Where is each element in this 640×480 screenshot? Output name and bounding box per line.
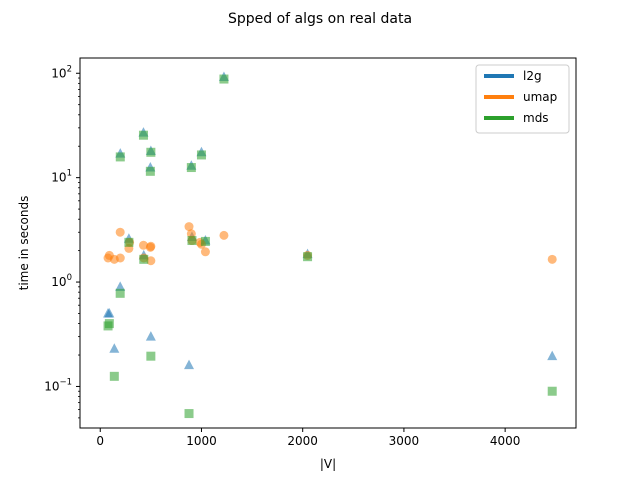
y-tick-label: 10−1 [44,377,72,393]
data-point-mds [146,147,156,157]
x-tick-label: 2000 [287,434,318,448]
x-tick-label: 4000 [490,434,521,448]
data-point-umap [115,253,125,263]
legend: l2g umap mds [475,64,570,134]
data-point-mds [115,152,125,162]
data-point-mds [124,237,134,247]
chart-title: Spped of algs on real data [228,11,412,27]
data-point-mds [184,409,194,419]
data-point-l2g [184,359,195,370]
y-tick-label: 101 [51,169,72,185]
data-point-umap [184,222,194,232]
legend-label-l2g: l2g [523,69,542,83]
x-tick-label: 3000 [389,434,420,448]
data-point-mds [145,166,155,176]
data-point-mds [303,252,313,262]
data-point-mds [139,254,149,264]
plot-area-frame [79,57,577,429]
data-point-umap [219,230,229,240]
data-point-mds [547,386,557,396]
data-point-mds [104,319,114,329]
data-point-l2g [547,350,558,361]
data-point-mds [115,288,125,298]
data-point-mds [146,351,156,361]
data-point-mds [219,74,229,84]
data-point-l2g [104,307,115,318]
y-axis-label: time in seconds [17,196,31,291]
y-tick-label: 102 [51,64,72,80]
data-point-l2g [109,343,120,353]
data-point-mds [109,371,119,381]
data-point-mds [187,236,197,246]
data-point-umap [547,254,557,264]
y-tick-label: 100 [51,273,72,289]
y-axis-ticks: 10−1 100 101 102 [44,64,80,419]
x-axis-ticks: 0 1000 2000 3000 4000 [96,428,520,448]
data-point-umap [138,240,148,250]
data-point-mds [138,130,148,140]
data-point-umap [146,256,156,266]
legend-label-umap: umap [523,90,557,104]
data-point-mds [186,163,196,173]
x-tick-label: 0 [96,434,104,448]
data-point-umap [200,247,210,257]
data-point-umap [146,241,156,251]
data-markers [103,71,558,419]
legend-label-mds: mds [523,111,549,125]
data-point-l2g [145,331,156,341]
x-tick-label: 1000 [186,434,217,448]
data-point-l2g [115,281,126,291]
x-axis-label: |V| [320,457,336,471]
data-point-mds [196,150,206,160]
data-point-mds [200,236,210,246]
data-point-umap [115,227,125,237]
